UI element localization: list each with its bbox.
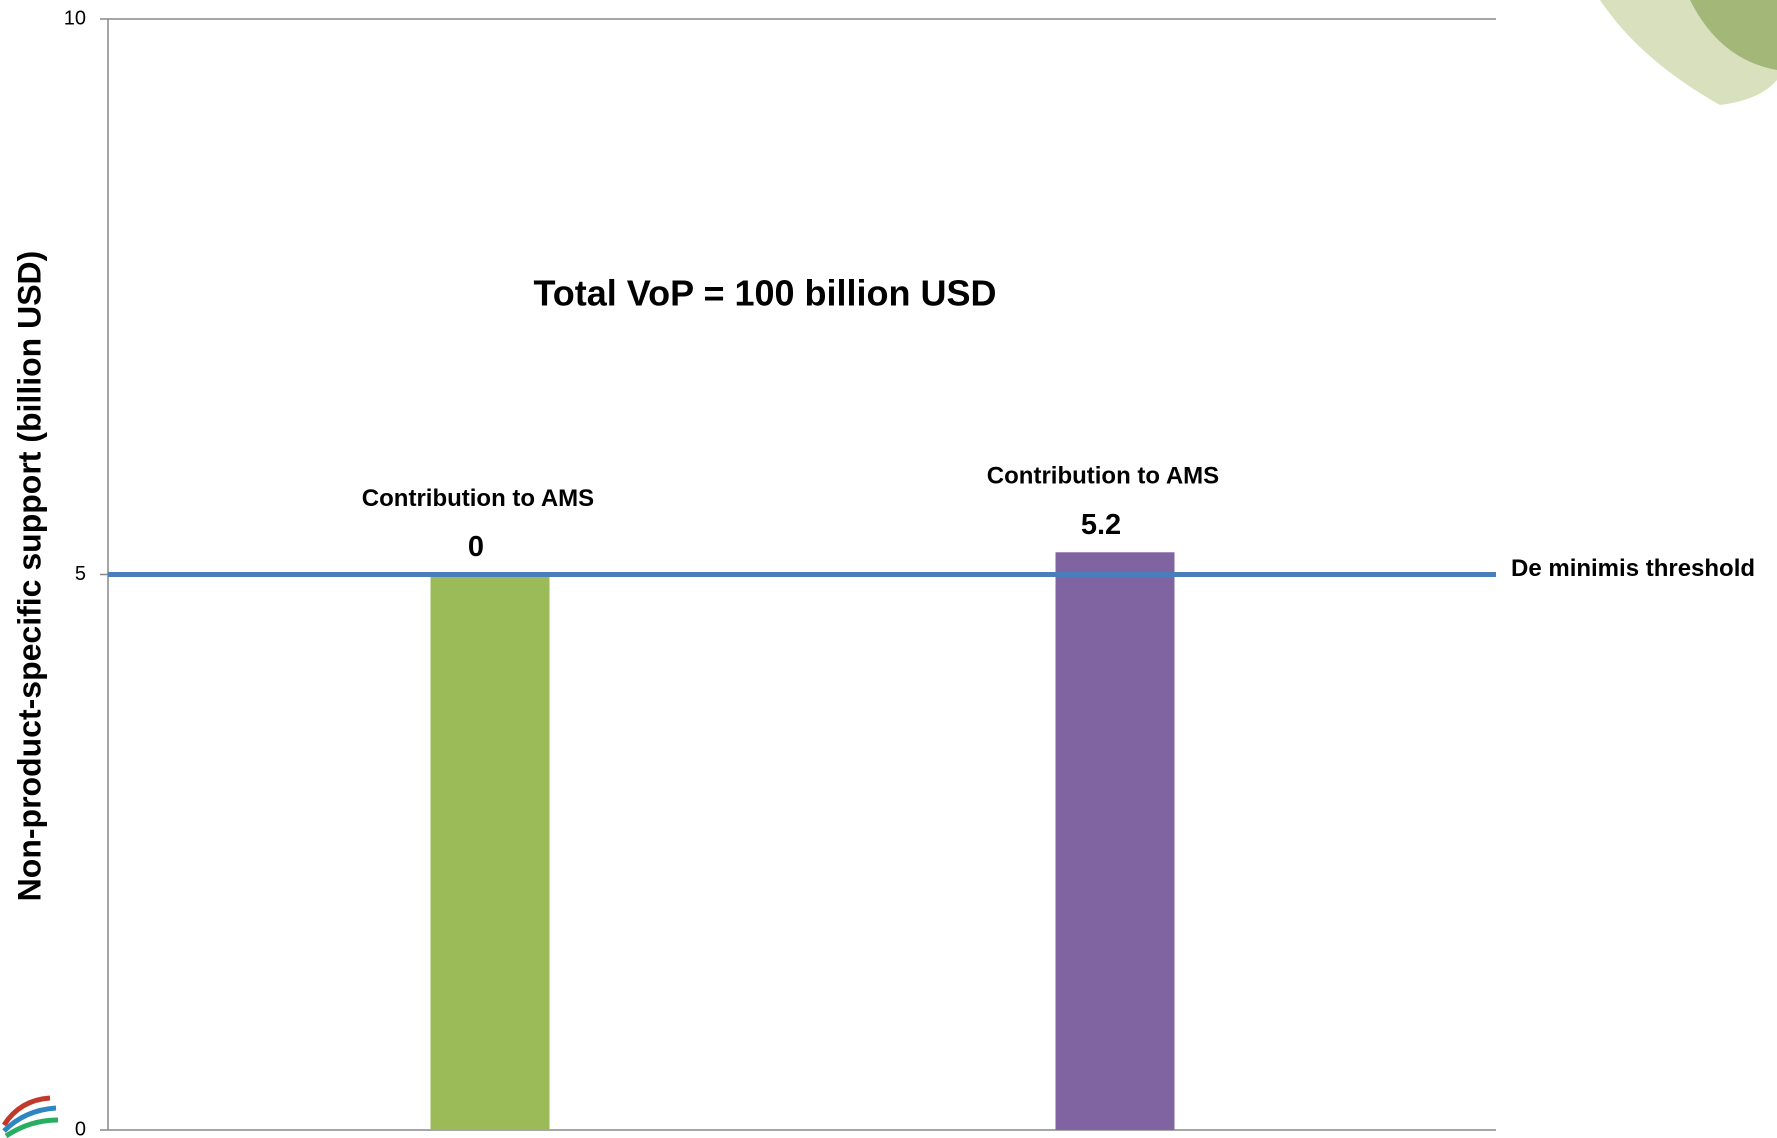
y-tick-label: 0 bbox=[75, 1118, 86, 1138]
contribution-value: 0 bbox=[468, 531, 484, 563]
y-tick-label: 10 bbox=[64, 7, 86, 29]
contribution-value: 5.2 bbox=[1081, 509, 1121, 541]
corner-decoration bbox=[1690, 0, 1777, 70]
bar bbox=[430, 574, 550, 1130]
annotation: Contribution to AMS bbox=[362, 485, 594, 512]
annotation: Contribution to AMS bbox=[987, 463, 1219, 490]
y-tick-label: 5 bbox=[75, 563, 86, 585]
logo bbox=[1, 1095, 59, 1138]
bar bbox=[1055, 552, 1175, 1130]
threshold-label: De minimis threshold bbox=[1511, 555, 1755, 582]
chart-title: Total VoP = 100 billion USD bbox=[533, 273, 996, 314]
y-axis-label: Non-product-specific support (billion US… bbox=[11, 251, 47, 902]
